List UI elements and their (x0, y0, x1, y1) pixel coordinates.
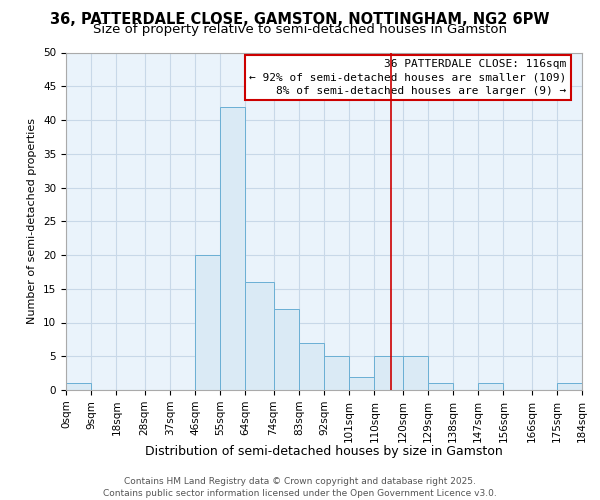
Bar (478, 383, 503, 390)
Text: Size of property relative to semi-detached houses in Gamston: Size of property relative to semi-detach… (93, 22, 507, 36)
Text: 36 PATTERDALE CLOSE: 116sqm
← 92% of semi-detached houses are smaller (109)
8% o: 36 PATTERDALE CLOSE: 116sqm ← 92% of sem… (249, 59, 566, 96)
Bar (274, 309, 299, 390)
Y-axis label: Number of semi-detached properties: Number of semi-detached properties (28, 118, 37, 324)
X-axis label: Distribution of semi-detached houses by size in Gamston: Distribution of semi-detached houses by … (145, 444, 503, 458)
Bar (195, 255, 220, 390)
Bar (299, 343, 324, 390)
Bar (403, 356, 428, 390)
Text: Contains HM Land Registry data © Crown copyright and database right 2025.
Contai: Contains HM Land Registry data © Crown c… (103, 476, 497, 498)
Bar (428, 383, 453, 390)
Bar (245, 282, 274, 390)
Bar (324, 356, 349, 390)
Text: 36, PATTERDALE CLOSE, GAMSTON, NOTTINGHAM, NG2 6PW: 36, PATTERDALE CLOSE, GAMSTON, NOTTINGHA… (50, 12, 550, 28)
Bar (220, 106, 245, 390)
Bar (557, 383, 582, 390)
Bar (349, 376, 374, 390)
Bar (374, 356, 403, 390)
Bar (66, 383, 91, 390)
